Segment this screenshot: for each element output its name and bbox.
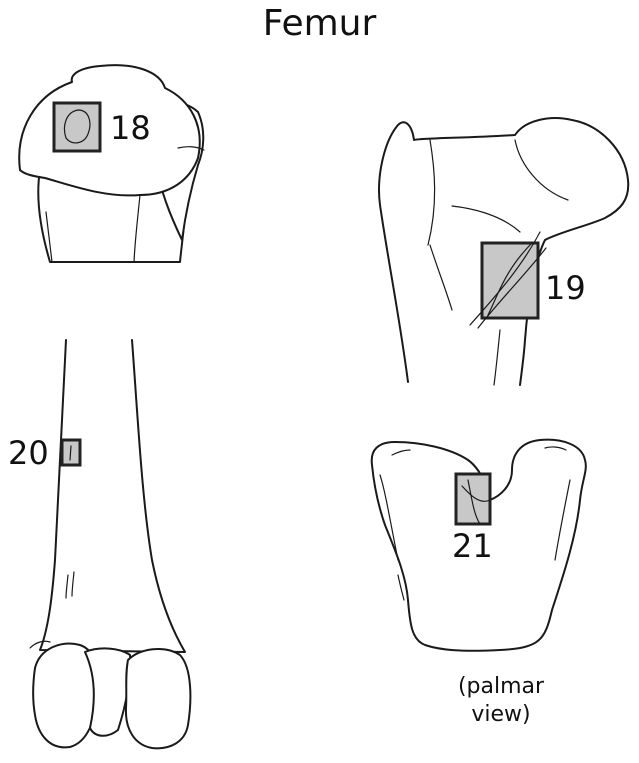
sample-20-label: 20 xyxy=(8,434,49,472)
caption-line-1: (palmar xyxy=(457,674,545,699)
sample-18-marker xyxy=(52,101,102,153)
bottom-left-detail-line-2 xyxy=(71,571,75,597)
distal-femur-bottom-right xyxy=(370,438,587,652)
sample-21-inner-line-2 xyxy=(461,485,491,502)
sample-21-box xyxy=(454,472,492,526)
bottom-right-detail-line-2 xyxy=(554,479,571,561)
sample-19-inner-line-3 xyxy=(477,247,547,329)
bottom-left-shaft xyxy=(39,339,186,653)
sample-21-inner-line xyxy=(467,479,481,525)
top-left-detail-line-2 xyxy=(133,194,141,263)
top-right-inner-line xyxy=(427,139,436,246)
sample-21-label: 21 xyxy=(452,527,493,565)
top-right-inner-line-3 xyxy=(451,205,521,233)
sample-21-marker xyxy=(454,472,492,526)
top-left-head xyxy=(18,64,201,197)
caption-line-2: view) xyxy=(471,702,531,727)
proximal-femur-top-left xyxy=(18,64,205,263)
bottom-right-detail-line xyxy=(379,474,399,561)
sample-18-inner-outline xyxy=(63,109,91,144)
top-left-detail-line xyxy=(177,146,205,151)
top-right-inner-line-5 xyxy=(493,329,501,386)
sample-19-box xyxy=(480,241,540,320)
bottom-right-detail-line-5 xyxy=(397,574,405,601)
bottom-right-detail-line-4 xyxy=(544,446,567,451)
sample-20-inner-line xyxy=(69,445,72,461)
bottom-right-outline xyxy=(370,438,587,652)
bottom-left-detail-line-3 xyxy=(29,640,51,649)
sample-20-marker xyxy=(60,438,82,467)
bottom-left-condyle-right xyxy=(124,648,192,750)
top-right-inner-line-2 xyxy=(514,139,569,201)
sample-19-label: 19 xyxy=(545,269,586,307)
sample-19-marker xyxy=(469,231,547,329)
sample-19-inner-line-2 xyxy=(469,231,541,326)
figure-title: Femur xyxy=(262,3,377,44)
bottom-left-detail-line xyxy=(65,574,69,599)
top-right-inner-line-4 xyxy=(429,244,453,311)
bottom-right-detail-line-3 xyxy=(391,449,411,456)
sample-19-inner-line xyxy=(487,242,533,316)
sample-18-label: 18 xyxy=(110,109,151,147)
bottom-left-condyle-middle xyxy=(84,647,132,737)
top-left-detail-line-3 xyxy=(45,211,53,263)
distal-femur-bottom-left xyxy=(29,339,192,750)
